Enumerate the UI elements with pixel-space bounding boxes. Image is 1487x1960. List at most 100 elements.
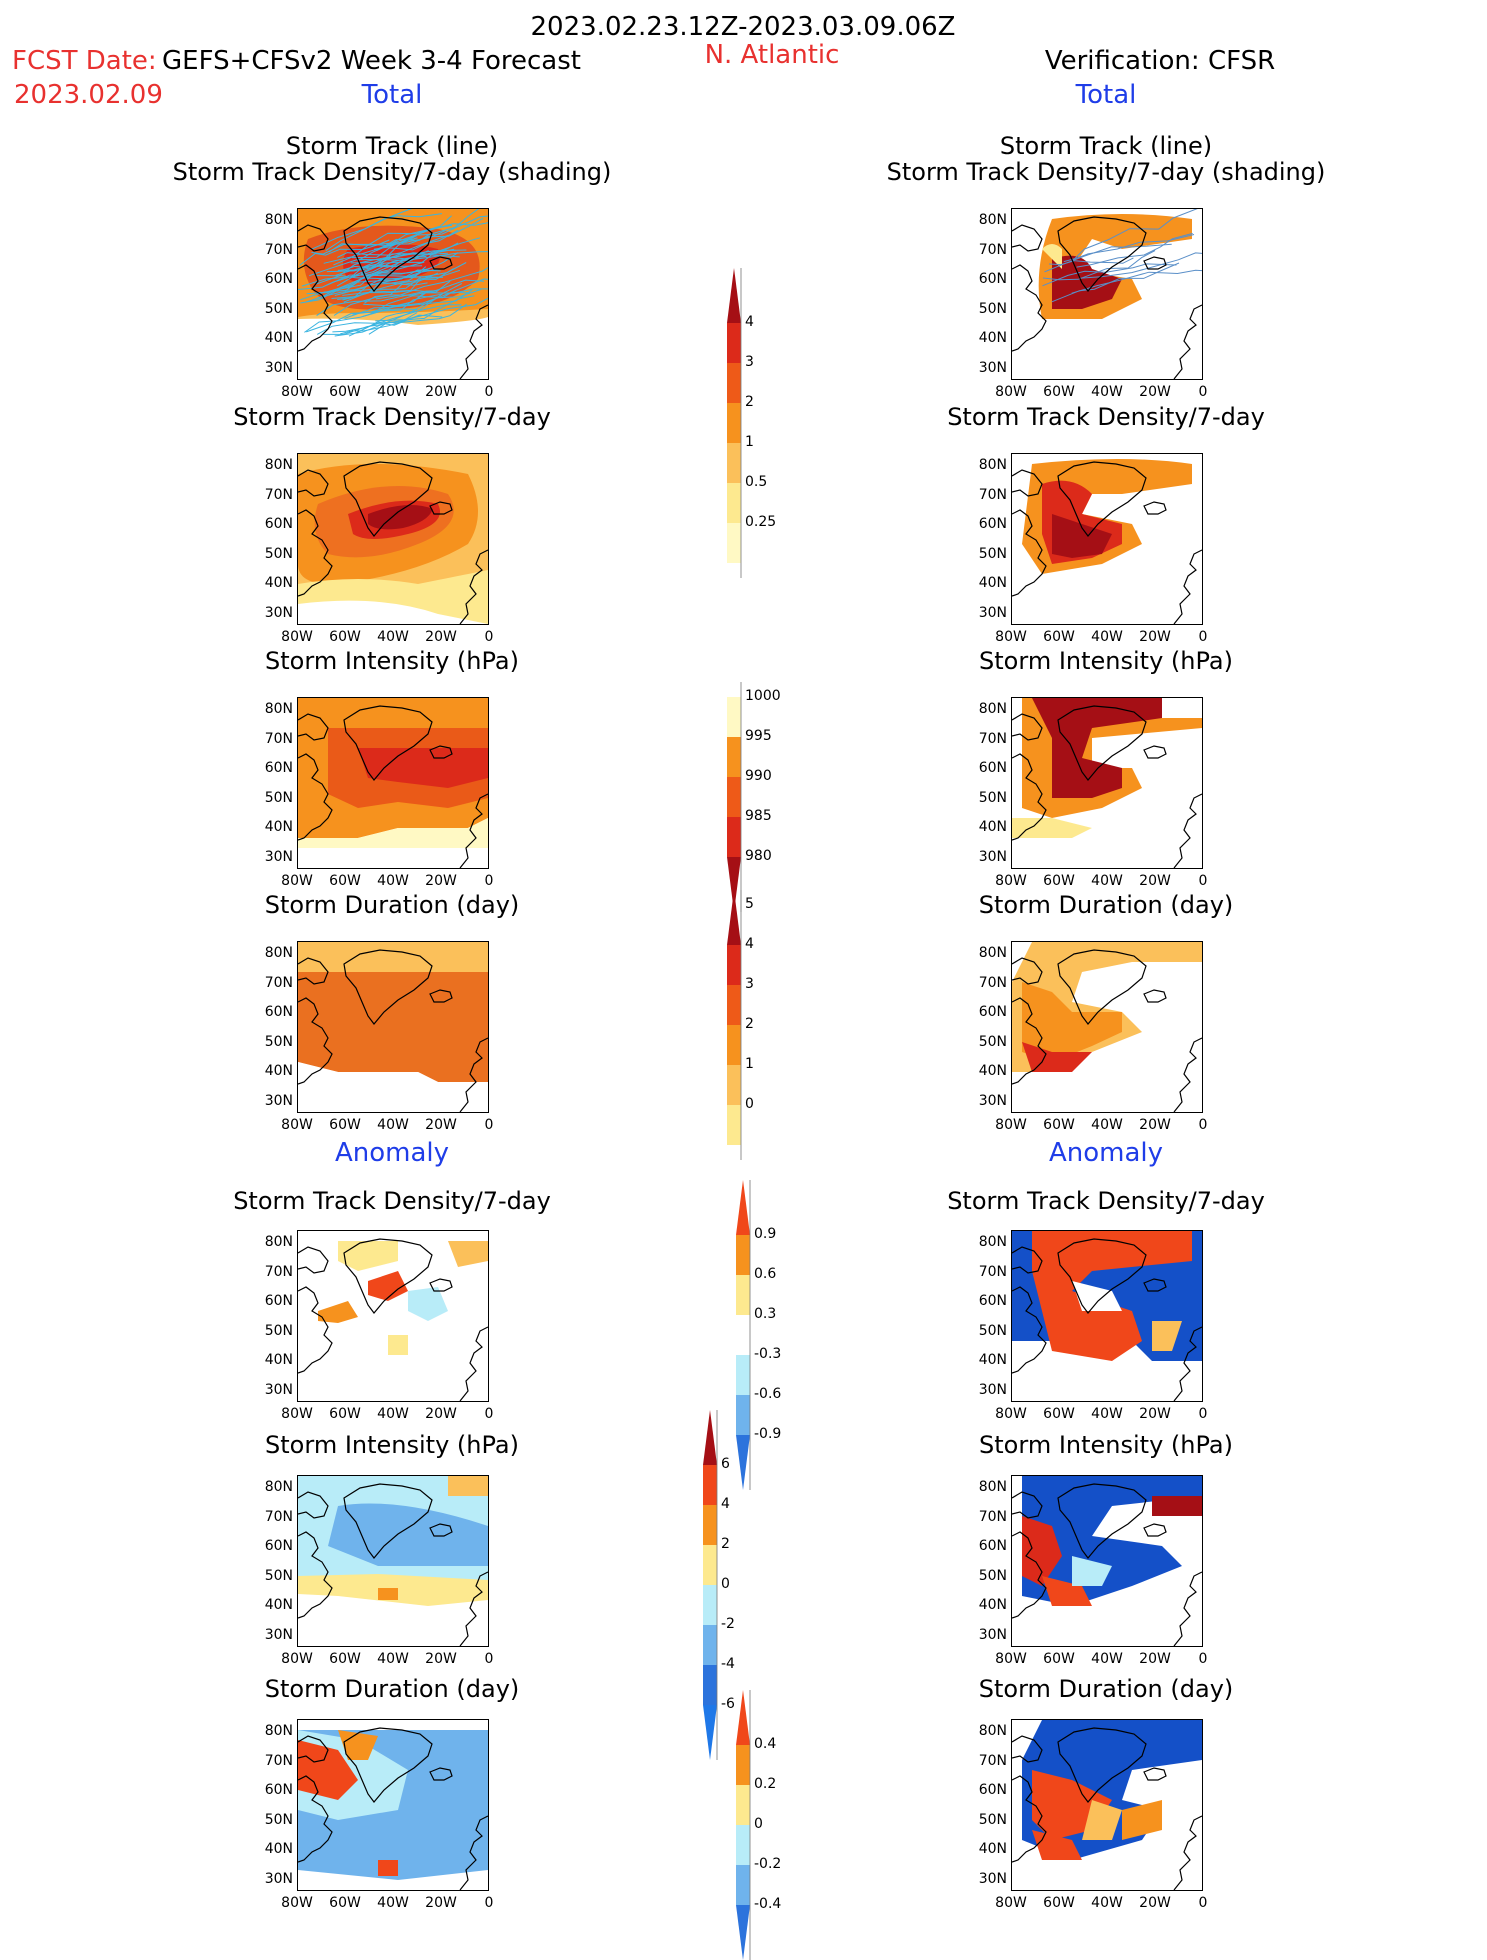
coastline xyxy=(343,1727,433,1803)
shading-region xyxy=(298,848,488,868)
colorbar-segment xyxy=(703,1625,717,1665)
colorbar-label: 0 xyxy=(754,1816,763,1832)
colorbar-segment xyxy=(736,1905,750,1960)
lat-tick-label: 70N xyxy=(978,486,1007,503)
coastlines xyxy=(1012,1727,1202,1890)
coastline xyxy=(1012,264,1047,352)
verification-duration-map xyxy=(1011,941,1203,1113)
colorbar-segment xyxy=(736,1825,750,1865)
lat-tick-label: 40N xyxy=(978,1597,1007,1613)
fc-intensity-anom-title: Storm Intensity (hPa) xyxy=(265,1431,519,1459)
storm-track xyxy=(342,280,451,296)
coastline xyxy=(429,1523,453,1537)
colorbar-segment xyxy=(727,268,741,323)
colorbar-segment xyxy=(703,1705,717,1760)
lon-tick-label: 0 xyxy=(484,1895,494,1911)
coastline xyxy=(1012,469,1043,497)
colorbar-label: 2 xyxy=(721,1536,730,1552)
shading-region xyxy=(1082,1800,1122,1840)
colorbar-label: 0.2 xyxy=(754,1776,777,1792)
colorbar-label: -4 xyxy=(721,1656,735,1672)
storm-track xyxy=(348,304,462,337)
lat-tick-label: 40N xyxy=(978,1352,1007,1368)
lat-tick-label: 80N xyxy=(978,1479,1007,1495)
region-title: N. Atlantic xyxy=(704,40,840,70)
lon-tick-label: 80W xyxy=(281,1651,313,1667)
colorbar-label: 1 xyxy=(745,434,754,450)
lon-tick-label: 0 xyxy=(1198,384,1208,400)
colorbar-label: 5 xyxy=(745,896,754,912)
coastline xyxy=(459,793,488,868)
verification-density-anom-map xyxy=(1011,1230,1203,1402)
colorbar-label: 6 xyxy=(721,1456,730,1472)
lon-tick-label: 80W xyxy=(995,629,1027,645)
shading-region xyxy=(298,317,488,379)
lat-tick-label: 60N xyxy=(978,1782,1007,1798)
storm-track xyxy=(1072,209,1198,261)
coastline xyxy=(298,1491,329,1519)
lon-tick-label: 80W xyxy=(995,384,1027,400)
lat-tick-label: 70N xyxy=(264,730,293,747)
lat-tick-label: 50N xyxy=(978,300,1007,317)
colorbar-label: 990 xyxy=(745,768,772,784)
colorbar-segment xyxy=(736,1745,750,1785)
coastline xyxy=(343,216,433,292)
colorbar-segment xyxy=(736,1315,750,1355)
coastline xyxy=(1057,1483,1147,1559)
coastline xyxy=(429,745,453,759)
coastline xyxy=(1173,1326,1202,1401)
colorbar-segment xyxy=(727,1065,741,1105)
shaded-field xyxy=(298,1720,488,1890)
coastline xyxy=(1173,1815,1202,1890)
storm-track xyxy=(334,262,467,296)
lon-tick-label: 80W xyxy=(281,1406,313,1422)
coastline xyxy=(298,1775,333,1863)
lon-tick-label: 60W xyxy=(1043,1651,1075,1667)
coastlines xyxy=(298,1727,488,1890)
coastline xyxy=(429,256,453,270)
lon-tick-label: 60W xyxy=(329,1406,361,1422)
fc-density-title: Storm Track Density/7-day xyxy=(233,403,551,431)
ver-track-line-title: Storm Track (line) xyxy=(999,132,1213,160)
colorbar-label: -0.3 xyxy=(754,1346,782,1362)
coastlines xyxy=(1012,705,1202,868)
lat-tick-label: 40N xyxy=(264,1597,293,1613)
lon-tick-label: 0 xyxy=(1198,1117,1208,1133)
lat-tick-label: 50N xyxy=(264,1033,293,1050)
lat-tick-label: 40N xyxy=(978,1841,1007,1857)
lat-tick-label: 70N xyxy=(978,1752,1007,1769)
coastline xyxy=(298,1735,329,1763)
lat-tick-label: 50N xyxy=(264,1811,293,1828)
verification-title: Verification: CFSR xyxy=(1044,46,1276,76)
lat-tick-label: 30N xyxy=(264,1381,293,1398)
lon-tick-label: 0 xyxy=(1198,1406,1208,1422)
coastline xyxy=(298,224,329,252)
coastline xyxy=(1143,1523,1167,1537)
shaded-field xyxy=(298,209,488,379)
storm-track xyxy=(352,283,463,315)
colorbar-label: 4 xyxy=(745,936,754,952)
colorbar-segment xyxy=(703,1665,717,1705)
intensity-total-colorbar xyxy=(727,682,742,912)
coastline xyxy=(1143,745,1167,759)
coastlines xyxy=(1012,1238,1202,1401)
lat-tick-label: 70N xyxy=(978,241,1007,258)
colorbar-segment xyxy=(727,697,741,737)
storm-track xyxy=(1063,234,1195,263)
lat-tick-label: 80N xyxy=(264,1723,293,1739)
lat-tick-label: 80N xyxy=(978,1723,1007,1739)
coastline xyxy=(1057,1238,1147,1314)
coastlines xyxy=(298,216,488,379)
lat-tick-label: 80N xyxy=(978,212,1007,228)
coastline xyxy=(1012,1531,1047,1619)
density-anom-colorbar xyxy=(736,1180,751,1490)
shaded-field xyxy=(1012,1476,1202,1646)
storm-track xyxy=(1079,252,1202,279)
storm-track xyxy=(300,261,425,304)
lat-tick-label: 50N xyxy=(978,1322,1007,1339)
forecast-track-map xyxy=(297,208,489,380)
storm-track xyxy=(342,268,454,301)
colorbar-label: 0.25 xyxy=(745,514,777,530)
shading-region xyxy=(448,1241,488,1267)
lat-tick-label: 40N xyxy=(264,819,293,835)
